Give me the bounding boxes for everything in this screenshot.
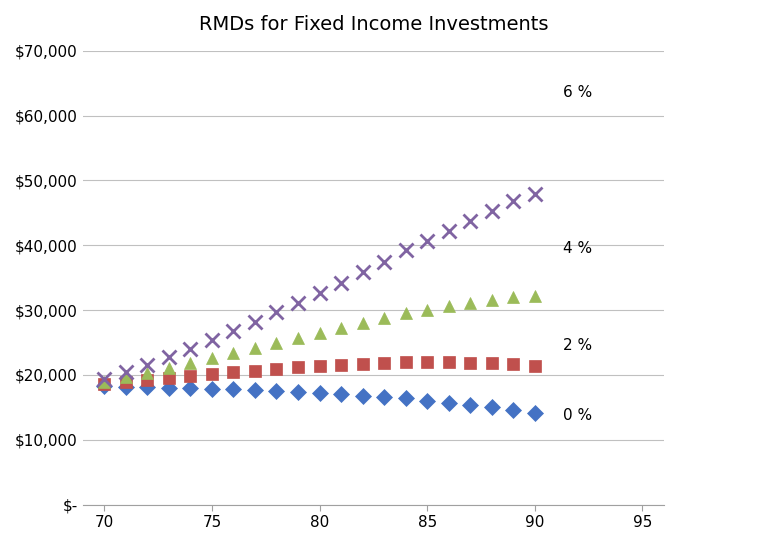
Text: 6 %: 6 %	[563, 86, 592, 100]
Text: 4 %: 4 %	[563, 241, 592, 256]
Title: RMDs for Fixed Income Investments: RMDs for Fixed Income Investments	[199, 15, 548, 34]
Text: 0 %: 0 %	[563, 408, 592, 422]
Text: 2 %: 2 %	[563, 338, 592, 353]
